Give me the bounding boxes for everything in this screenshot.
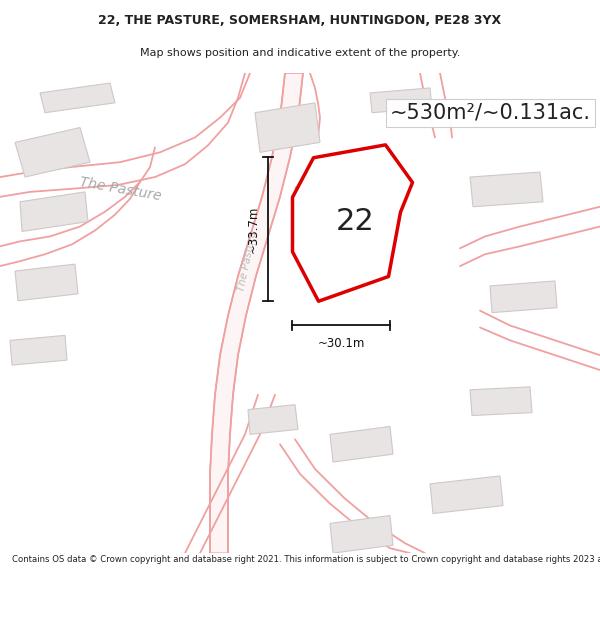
- Text: Map shows position and indicative extent of the property.: Map shows position and indicative extent…: [140, 48, 460, 58]
- Polygon shape: [40, 83, 115, 112]
- Text: Contains OS data © Crown copyright and database right 2021. This information is : Contains OS data © Crown copyright and d…: [12, 554, 600, 564]
- Polygon shape: [430, 476, 503, 514]
- Text: ~530m²/~0.131ac.: ~530m²/~0.131ac.: [390, 102, 591, 122]
- Text: ~33.7m: ~33.7m: [247, 206, 260, 252]
- Text: 22, THE PASTURE, SOMERSHAM, HUNTINGDON, PE28 3YX: 22, THE PASTURE, SOMERSHAM, HUNTINGDON, …: [98, 14, 502, 27]
- Polygon shape: [370, 88, 432, 112]
- Polygon shape: [295, 172, 370, 251]
- Polygon shape: [330, 426, 393, 462]
- Polygon shape: [470, 172, 543, 207]
- Polygon shape: [490, 281, 557, 312]
- Polygon shape: [255, 103, 320, 152]
- Polygon shape: [15, 127, 90, 177]
- Polygon shape: [248, 404, 298, 434]
- Text: The Pasture: The Pasture: [78, 175, 162, 203]
- Text: The Pasture: The Pasture: [236, 230, 259, 292]
- Text: 22: 22: [335, 207, 374, 236]
- Text: ~30.1m: ~30.1m: [317, 338, 365, 351]
- Polygon shape: [330, 516, 393, 553]
- Polygon shape: [10, 336, 67, 365]
- Polygon shape: [15, 264, 78, 301]
- Polygon shape: [210, 73, 303, 553]
- Polygon shape: [20, 192, 88, 231]
- Polygon shape: [470, 387, 532, 416]
